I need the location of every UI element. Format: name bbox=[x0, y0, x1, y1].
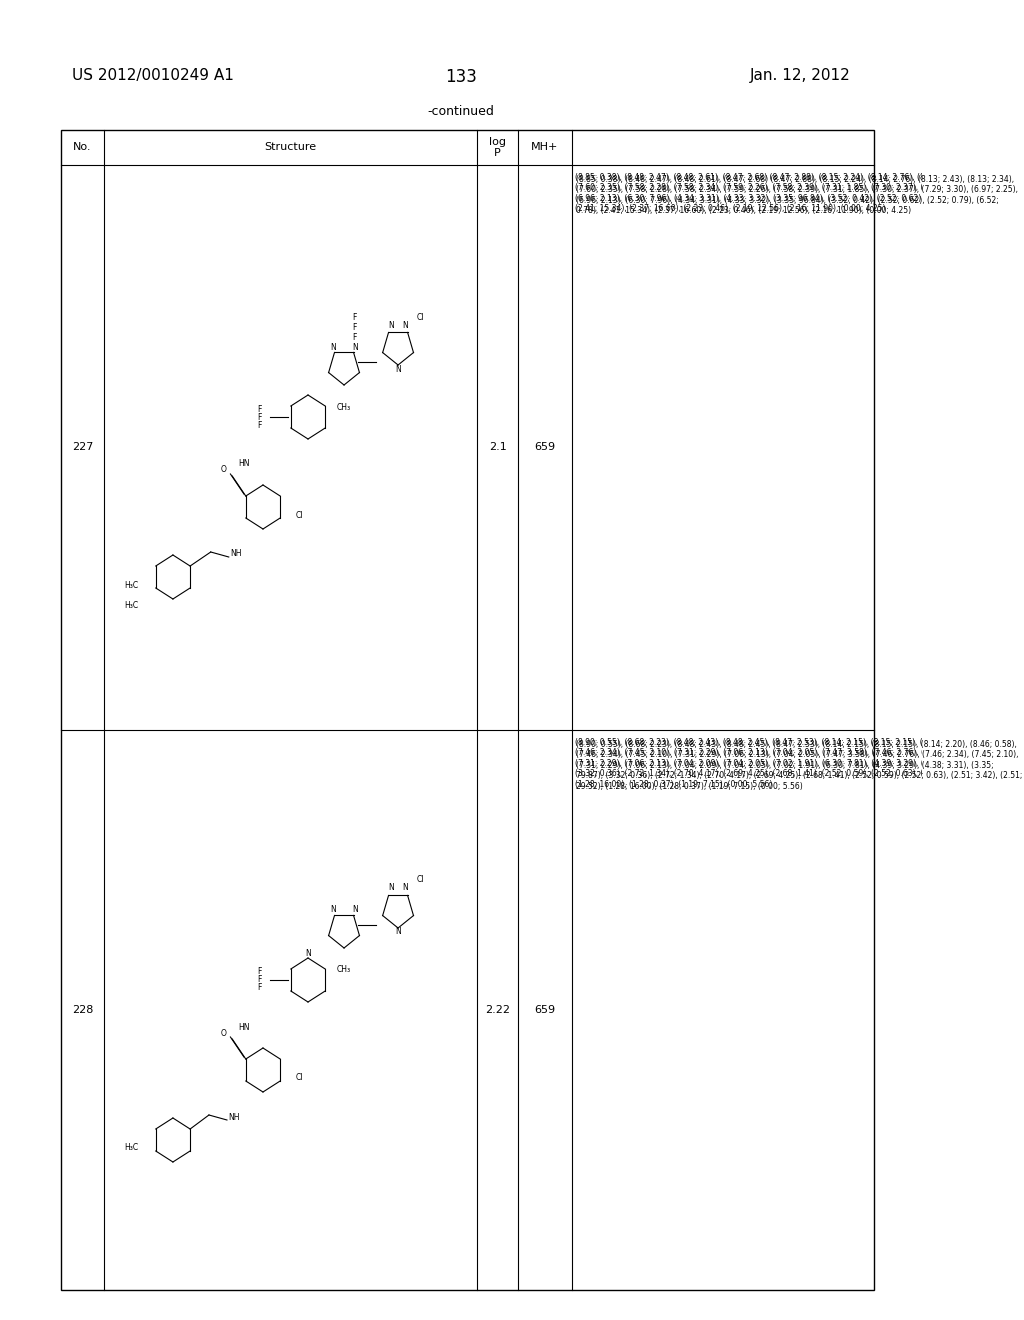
Text: N: N bbox=[352, 342, 357, 351]
Text: F: F bbox=[257, 404, 261, 413]
Text: CH₃: CH₃ bbox=[337, 403, 351, 412]
Text: US 2012/0010249 A1: US 2012/0010249 A1 bbox=[72, 69, 233, 83]
Text: F: F bbox=[257, 975, 261, 985]
Text: HN: HN bbox=[239, 1023, 250, 1031]
Text: NH: NH bbox=[228, 1113, 240, 1122]
Text: H₃C: H₃C bbox=[125, 1143, 138, 1152]
Text: MH+: MH+ bbox=[531, 143, 558, 153]
Text: N: N bbox=[388, 883, 394, 892]
Text: 133: 133 bbox=[445, 69, 477, 86]
Text: O: O bbox=[220, 1028, 226, 1038]
Text: H₃C: H₃C bbox=[125, 581, 138, 590]
Text: 227: 227 bbox=[72, 442, 93, 453]
Text: N: N bbox=[395, 364, 401, 374]
Text: N: N bbox=[331, 906, 336, 915]
Text: N: N bbox=[395, 928, 401, 936]
Text: (8.90; 0.55), (8.68; 2.23), (8.48; 2.43), (8.48; 2.45), (8.47; 2.53), (8.14; 2.1: (8.90; 0.55), (8.68; 2.23), (8.48; 2.43)… bbox=[577, 741, 1023, 791]
Text: Structure: Structure bbox=[264, 143, 316, 153]
Text: F: F bbox=[352, 333, 357, 342]
Text: HN: HN bbox=[239, 459, 250, 469]
Text: 659: 659 bbox=[535, 442, 555, 453]
Text: (8.85; 0.38), (8.48; 2.47), (8.48; 2.61), (8.47; 2.68) (8.47; 2.88), (8.15; 2.24: (8.85; 0.38), (8.48; 2.47), (8.48; 2.61)… bbox=[574, 173, 1022, 214]
Text: F: F bbox=[257, 421, 261, 429]
Text: 2.1: 2.1 bbox=[488, 442, 507, 453]
Text: N: N bbox=[352, 906, 357, 915]
Text: log
P: log P bbox=[489, 137, 506, 158]
Text: -continued: -continued bbox=[428, 106, 495, 117]
Text: N: N bbox=[305, 949, 311, 957]
Text: N: N bbox=[388, 321, 394, 330]
Text: F: F bbox=[257, 968, 261, 977]
Bar bbox=[61, 129, 873, 1290]
Text: F: F bbox=[257, 983, 261, 993]
Text: Cl: Cl bbox=[417, 875, 424, 884]
Text: Cl: Cl bbox=[295, 1073, 303, 1082]
Text: (8.85; 0.38), (8.48; 2.47), (8.48; 2.61), (8.47; 2.68) (8.47; 2.88), (8.15; 2.24: (8.85; 0.38), (8.48; 2.47), (8.48; 2.61)… bbox=[577, 176, 1019, 215]
Text: H₃C: H₃C bbox=[125, 601, 138, 610]
Text: F: F bbox=[257, 412, 261, 421]
Text: F: F bbox=[352, 322, 357, 331]
Text: O: O bbox=[220, 466, 226, 474]
Text: (8.90; 0.55), (8.68; 2.23), (8.48; 2.43), (8.48; 2.45), (8.47; 2.53), (8.14; 2.1: (8.90; 0.55), (8.68; 2.23), (8.48; 2.43)… bbox=[574, 738, 1022, 788]
Text: 659: 659 bbox=[535, 1005, 555, 1015]
Text: 228: 228 bbox=[72, 1005, 93, 1015]
Text: NH: NH bbox=[230, 549, 242, 558]
Text: 2.22: 2.22 bbox=[485, 1005, 510, 1015]
Text: No.: No. bbox=[73, 143, 92, 153]
Text: N: N bbox=[402, 321, 409, 330]
Text: Cl: Cl bbox=[417, 313, 424, 322]
Text: CH₃: CH₃ bbox=[337, 965, 351, 974]
Text: Jan. 12, 2012: Jan. 12, 2012 bbox=[750, 69, 850, 83]
Text: Cl: Cl bbox=[295, 511, 303, 520]
Text: N: N bbox=[331, 342, 336, 351]
Text: F: F bbox=[352, 313, 357, 322]
Text: N: N bbox=[402, 883, 409, 892]
